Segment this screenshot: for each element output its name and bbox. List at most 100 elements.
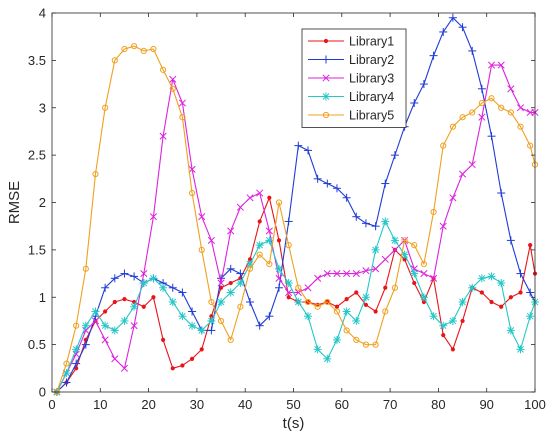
data-point <box>362 267 370 275</box>
legend-item-library5: Library5 <box>308 109 394 123</box>
data-point <box>516 345 525 354</box>
data-point <box>440 142 447 149</box>
x-tick-label: 80 <box>431 397 445 412</box>
data-point <box>352 270 360 278</box>
data-point <box>468 46 477 55</box>
data-point <box>189 356 195 361</box>
data-point <box>381 179 390 188</box>
data-point <box>236 269 245 278</box>
data-point <box>188 321 197 330</box>
legend-marker <box>323 38 329 44</box>
data-point <box>72 359 81 368</box>
data-point <box>237 303 244 310</box>
series-library3 <box>53 61 539 396</box>
data-point <box>284 279 293 288</box>
data-point <box>468 283 477 292</box>
data-point <box>140 270 148 278</box>
data-point <box>81 321 90 330</box>
data-point <box>478 99 485 107</box>
data-point <box>458 170 467 178</box>
x-tick-label: 90 <box>479 397 493 412</box>
data-point <box>342 307 351 316</box>
data-point <box>81 340 90 349</box>
data-point <box>101 321 110 330</box>
data-point <box>487 61 496 69</box>
data-point <box>159 283 168 292</box>
data-point <box>441 333 446 338</box>
data-point <box>217 279 225 287</box>
data-point <box>101 283 110 292</box>
data-point <box>516 104 525 112</box>
data-point <box>371 245 380 254</box>
data-point <box>323 179 332 188</box>
data-point <box>381 217 390 226</box>
data-point <box>82 265 89 272</box>
data-point <box>228 280 233 286</box>
data-point <box>372 341 379 348</box>
data-point <box>168 283 177 292</box>
data-point <box>430 208 437 216</box>
data-point <box>450 347 455 352</box>
data-point <box>429 51 438 60</box>
data-point <box>285 288 293 297</box>
legend: Library1 Library2 Library3 Library4 Library5 <box>301 28 407 128</box>
data-point <box>344 297 349 302</box>
data-point <box>160 337 166 342</box>
data-point <box>373 309 378 314</box>
x-tick-label: 50 <box>286 397 300 412</box>
data-point <box>207 236 215 244</box>
data-point <box>150 45 157 53</box>
legend-item-library1: Library1 <box>308 35 394 49</box>
data-point <box>304 298 312 306</box>
data-point <box>332 184 341 193</box>
data-point <box>449 194 457 202</box>
data-point <box>412 280 417 286</box>
data-point <box>448 316 457 325</box>
data-point <box>276 238 282 243</box>
data-point <box>468 161 476 169</box>
legend-item-library4: Library4 <box>308 90 394 104</box>
y-tick-label: 2.5 <box>28 148 46 163</box>
data-point <box>527 142 534 149</box>
data-point <box>458 23 467 32</box>
data-point <box>217 297 226 306</box>
data-point <box>334 304 340 309</box>
data-point <box>371 222 380 231</box>
x-tick-label: 10 <box>93 397 107 412</box>
data-point <box>517 123 524 130</box>
data-point <box>458 297 467 306</box>
x-axis-label: t(s) <box>283 415 305 432</box>
data-point <box>63 360 70 367</box>
data-point <box>198 246 205 253</box>
data-point <box>257 219 262 224</box>
series-library5 <box>53 43 539 396</box>
y-tick-label: 1.5 <box>28 242 46 257</box>
data-point <box>112 299 117 305</box>
data-point <box>497 189 506 198</box>
data-point <box>141 304 146 309</box>
data-point <box>323 270 331 278</box>
data-point <box>267 195 272 200</box>
data-point <box>120 316 129 325</box>
data-point <box>478 113 486 121</box>
data-point <box>391 246 399 254</box>
data-point <box>352 316 361 325</box>
data-point <box>507 109 514 116</box>
data-point <box>286 295 291 300</box>
y-tick-label: 4 <box>39 6 46 21</box>
data-point <box>110 274 119 283</box>
data-point <box>295 284 302 291</box>
data-point <box>372 265 380 273</box>
data-point <box>342 193 351 202</box>
data-point <box>460 318 465 324</box>
data-point <box>488 95 495 102</box>
y-tick-label: 0 <box>39 385 46 400</box>
data-point <box>518 290 523 295</box>
data-point <box>381 255 389 263</box>
data-point <box>265 227 273 235</box>
data-point <box>390 151 399 160</box>
legend-box <box>301 28 407 128</box>
data-point <box>430 274 438 282</box>
data-point <box>180 363 185 368</box>
